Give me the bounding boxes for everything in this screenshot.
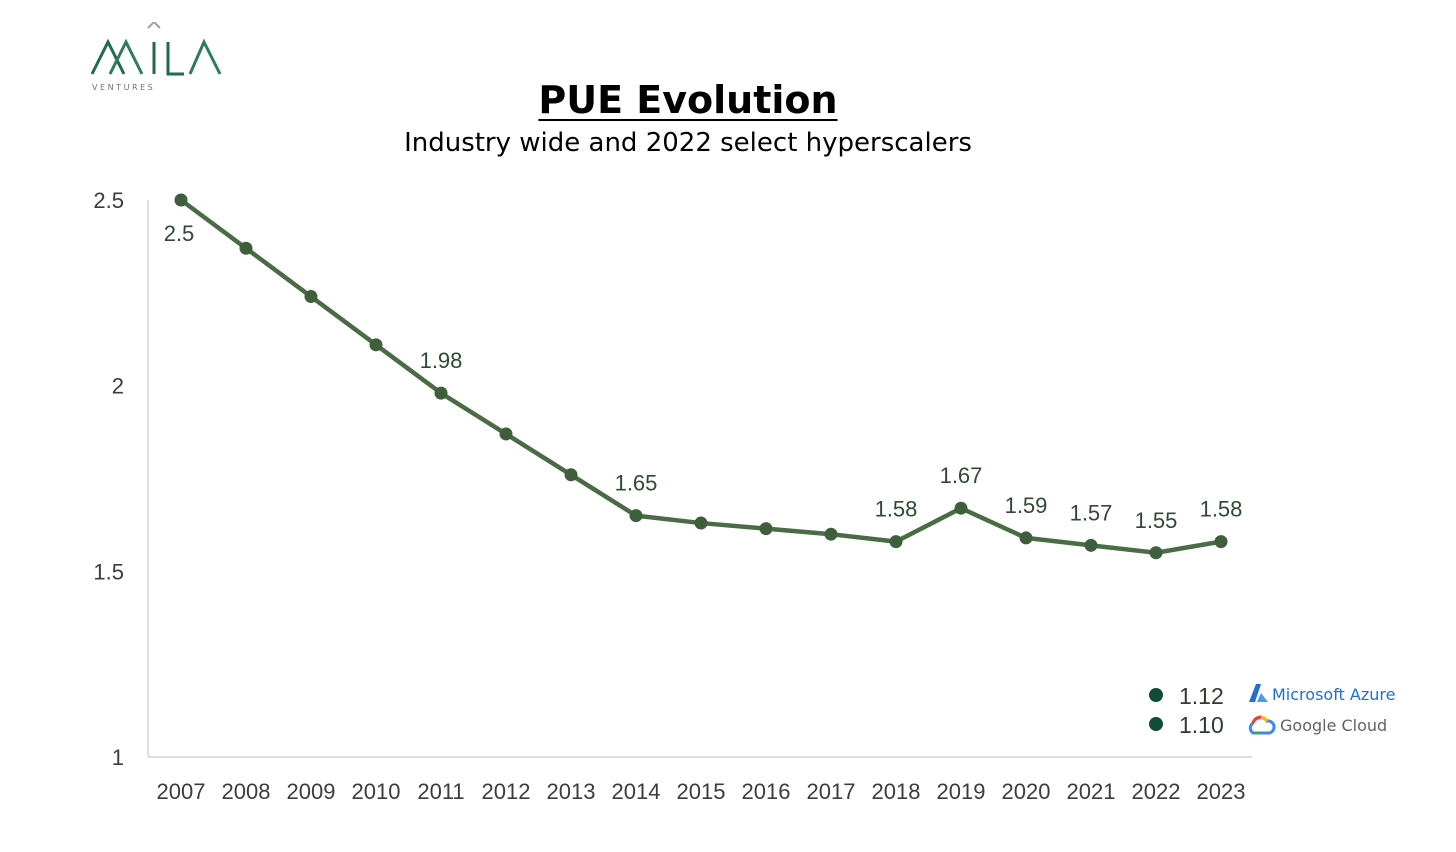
- x-tick-label: 2011: [417, 779, 464, 804]
- x-tick-label: 2022: [1132, 779, 1181, 804]
- x-tick-label: 2021: [1067, 779, 1116, 804]
- data-point: [1149, 546, 1163, 560]
- x-tick-label: 2007: [157, 779, 206, 804]
- data-label: 1.98: [420, 348, 463, 373]
- data-point: [954, 501, 968, 515]
- x-tick-label: 2010: [352, 779, 401, 804]
- legend-item-google-cloud: 1.10 Google Cloud: [1149, 712, 1387, 738]
- data-point: [1084, 538, 1098, 552]
- series-industry-pue: [174, 193, 1228, 560]
- legend-value: 1.10: [1179, 712, 1224, 738]
- y-tick-labels: 2.5 2 1.5 1: [93, 188, 124, 770]
- data-labels: 2.5 1.98 1.65 1.58 1.67 1.59 1.57 1.55 1.58: [164, 221, 1243, 533]
- legend-name: Microsoft Azure: [1272, 685, 1395, 704]
- data-label: 1.58: [875, 497, 918, 522]
- data-point: [239, 241, 253, 255]
- legend: 1.12 Microsoft Azure 1.10 Google Cloud: [1149, 683, 1395, 738]
- logo-subtitle: V E N T U R E S: [92, 83, 153, 92]
- data-point: [304, 290, 318, 304]
- x-tick-label: 2018: [872, 779, 921, 804]
- data-label: 1.57: [1070, 500, 1113, 525]
- data-point: [889, 535, 903, 549]
- data-point: [629, 509, 643, 523]
- x-tick-label: 2009: [287, 779, 336, 804]
- azure-icon: [1249, 684, 1268, 702]
- chart-title: PUE Evolution: [538, 78, 838, 122]
- x-tick-label: 2023: [1197, 779, 1246, 804]
- y-tick-label: 2: [112, 374, 124, 399]
- legend-item-azure: 1.12 Microsoft Azure: [1149, 683, 1395, 709]
- x-tick-label: 2016: [742, 779, 791, 804]
- data-point: [759, 522, 773, 536]
- y-tick-label: 2.5: [93, 188, 124, 213]
- x-tick-label: 2012: [482, 779, 531, 804]
- x-tick-label: 2017: [807, 779, 856, 804]
- axes: [147, 200, 1252, 758]
- data-point: [434, 386, 448, 400]
- data-point: [1019, 531, 1033, 545]
- data-label: 1.67: [940, 463, 983, 488]
- y-tick-label: 1: [112, 745, 124, 770]
- x-tick-label: 2019: [937, 779, 986, 804]
- x-tick-label: 2020: [1002, 779, 1051, 804]
- data-label: 1.59: [1005, 493, 1048, 518]
- data-label: 2.5: [164, 221, 195, 246]
- chart-subtitle: Industry wide and 2022 select hyperscale…: [404, 128, 972, 158]
- data-point: [174, 193, 188, 207]
- data-label: 1.58: [1200, 497, 1243, 522]
- vila-ventures-logo: V E N T U R E S: [90, 22, 222, 92]
- data-point: [564, 468, 578, 482]
- data-point: [369, 338, 383, 352]
- legend-dot: [1149, 688, 1163, 702]
- logo-mark: [90, 22, 222, 76]
- series-line: [179, 198, 1222, 556]
- legend-value: 1.12: [1179, 683, 1224, 709]
- google-cloud-icon: [1248, 715, 1276, 735]
- data-point: [1214, 535, 1228, 549]
- x-tick-label: 2015: [677, 779, 726, 804]
- legend-name: Google Cloud: [1280, 716, 1387, 735]
- data-point: [499, 427, 513, 441]
- legend-dot: [1149, 717, 1163, 731]
- x-tick-label: 2008: [222, 779, 271, 804]
- y-tick-label: 1.5: [93, 559, 124, 584]
- data-point: [824, 527, 838, 541]
- data-point: [694, 516, 708, 530]
- x-tick-label: 2014: [612, 779, 661, 804]
- x-tick-label: 2013: [547, 779, 596, 804]
- data-label: 1.55: [1135, 508, 1178, 533]
- data-label: 1.65: [615, 471, 658, 496]
- x-tick-labels: 2007 2008 2009 2010 2011 2012 2013 2014 2015 2016…: [157, 779, 1246, 804]
